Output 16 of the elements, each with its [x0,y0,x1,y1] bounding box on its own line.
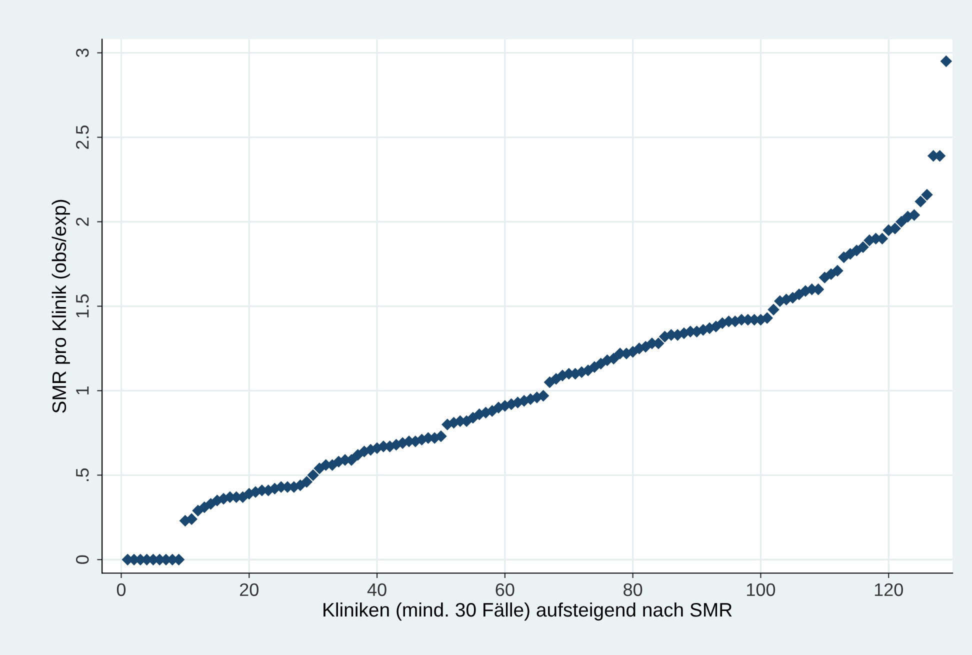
x-tick-label: 40 [367,583,386,596]
x-tick-label: 80 [624,583,642,596]
y-tick-label: 2.5 [76,125,89,149]
y-tick-label: 1.5 [76,294,89,318]
y-tick-label: 3 [76,48,89,58]
y-axis-title: SMR pro Klinik (obs/exp) [52,200,70,413]
y-tick-label: 1 [76,386,89,394]
x-tick-label: 60 [496,583,514,596]
y-tick-label: 2 [76,218,89,226]
x-tick-label: 20 [240,583,258,596]
y-tick-label: 0 [76,555,89,564]
x-axis-title: Kliniken (mind. 30 Fälle) aufsteigend nach SMR [324,602,732,621]
x-tick-label: 100 [747,583,776,596]
y-tick-label: .5 [76,468,89,482]
x-tick-label: 120 [874,583,903,596]
x-tick-label: 0 [116,583,126,596]
